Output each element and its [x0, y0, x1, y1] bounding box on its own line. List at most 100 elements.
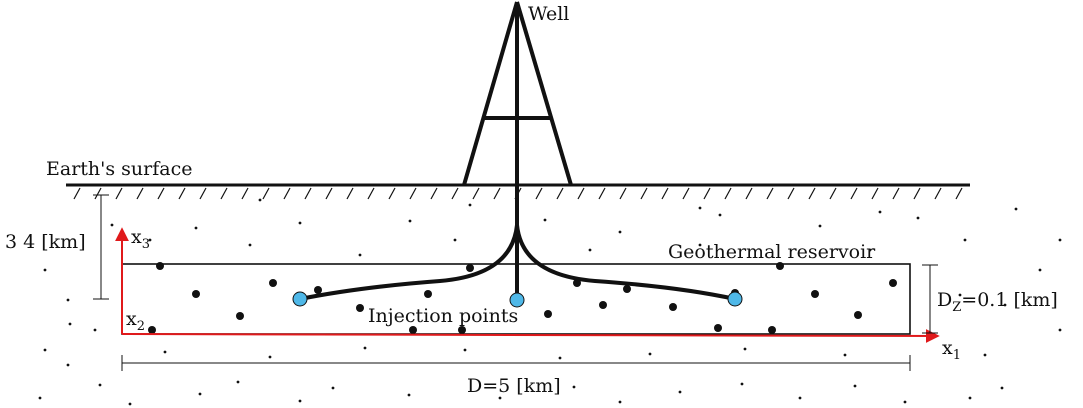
soil-dot [43, 348, 47, 352]
reservoir-dot [811, 290, 819, 298]
thickness-label: DZ=0.1 [km] [937, 289, 1058, 315]
hatch-mark [934, 187, 942, 200]
soil-dot [43, 268, 47, 272]
injection-point-right [727, 291, 743, 307]
injection-point-center [509, 292, 525, 308]
soil-dot [740, 382, 744, 386]
well-label: Well [528, 3, 569, 25]
well-tower [462, 1, 573, 300]
soil-dot [618, 400, 622, 404]
hatch-mark [94, 187, 102, 200]
soil-dot [93, 328, 97, 332]
soil-dot [194, 226, 198, 230]
soil-dot [698, 243, 702, 247]
soil-dot [648, 352, 652, 356]
soil-dot [268, 355, 272, 359]
soil-dot [968, 396, 972, 400]
reservoir-dot [236, 312, 244, 320]
soil-dot [558, 356, 562, 360]
soil-dot [1058, 328, 1062, 332]
injection-points [292, 291, 743, 308]
soil-dot [678, 390, 682, 394]
soil-dot [258, 198, 262, 202]
soil-dot [468, 203, 472, 207]
soil-dot [68, 322, 72, 326]
soil-dot [572, 385, 576, 389]
hatch-mark [556, 187, 564, 200]
hatch-mark [262, 187, 270, 200]
axis-x3-label: x3 [131, 226, 150, 252]
hatch-mark [493, 187, 501, 200]
hatch-mark [346, 187, 354, 200]
reservoir-dot [192, 290, 200, 298]
soil-dot [818, 224, 822, 228]
hatch-mark [367, 187, 375, 200]
hatch-mark [325, 187, 333, 200]
soil-dot [916, 216, 920, 220]
hatch-mark [745, 187, 753, 200]
soil-dot [38, 396, 42, 400]
soil-dot [958, 293, 962, 297]
reservoir-dot [573, 279, 581, 287]
soil-dot [148, 238, 152, 242]
soil-dot [1038, 268, 1042, 272]
reservoir-dot [599, 301, 607, 309]
axis-x2-label: x2 [126, 308, 145, 334]
reservoir-dot [854, 311, 862, 319]
hatch-mark [472, 187, 480, 200]
soil-dot [98, 383, 102, 387]
axis-x1-label: x1 [942, 337, 961, 363]
hatch-mark [661, 187, 669, 200]
hatch-mark [178, 187, 186, 200]
soil-dot [1000, 386, 1004, 390]
hatch-mark [703, 187, 711, 200]
soil-dot [878, 210, 882, 214]
soil-dot [66, 298, 70, 302]
axis-x1-arrow [121, 328, 940, 343]
hatch-mark [913, 187, 921, 200]
soil-dot [463, 348, 467, 352]
soil-dot [298, 399, 302, 403]
hatch-mark [451, 187, 459, 200]
hatch-mark [136, 187, 144, 200]
soil-dot [983, 353, 987, 357]
soil-dot [363, 346, 367, 350]
depth-label: 3 4 [km] [5, 231, 86, 253]
soil-dot [66, 363, 70, 367]
hatch-mark [892, 187, 900, 200]
reservoir-dot [458, 326, 466, 334]
soil-dot [198, 392, 202, 396]
hatch-mark [829, 187, 837, 200]
thickness-dimension [922, 264, 938, 334]
reservoir-dot [466, 264, 474, 272]
hatch-mark [409, 187, 417, 200]
length-label: D=5 [km] [467, 375, 561, 397]
soil-dot [698, 206, 702, 210]
soil-dot [453, 238, 457, 242]
reservoir-dot [776, 262, 784, 270]
reservoir-dot [768, 326, 776, 334]
surface-hatching [73, 187, 963, 200]
reservoir-dot [623, 285, 631, 293]
soil-dot [331, 386, 335, 390]
reservoir-dot [669, 303, 677, 311]
soil-dot [963, 238, 967, 242]
hatch-mark [766, 187, 774, 200]
hatch-mark [640, 187, 648, 200]
reservoir-dot [356, 304, 364, 312]
soil-dot [110, 223, 114, 227]
soil-dot [236, 380, 240, 384]
earth-surface-label: Earth's surface [46, 158, 192, 180]
soil-dot [843, 353, 847, 357]
hatch-mark [304, 187, 312, 200]
hatch-mark [850, 187, 858, 200]
injection-points-label: Injection points [368, 305, 518, 327]
hatch-mark [283, 187, 291, 200]
injection-point-left [292, 291, 308, 307]
soil-dot [407, 393, 411, 397]
soil-dots [38, 198, 1062, 406]
hatch-mark [724, 187, 732, 200]
hatch-mark [220, 187, 228, 200]
hatch-mark [241, 187, 249, 200]
